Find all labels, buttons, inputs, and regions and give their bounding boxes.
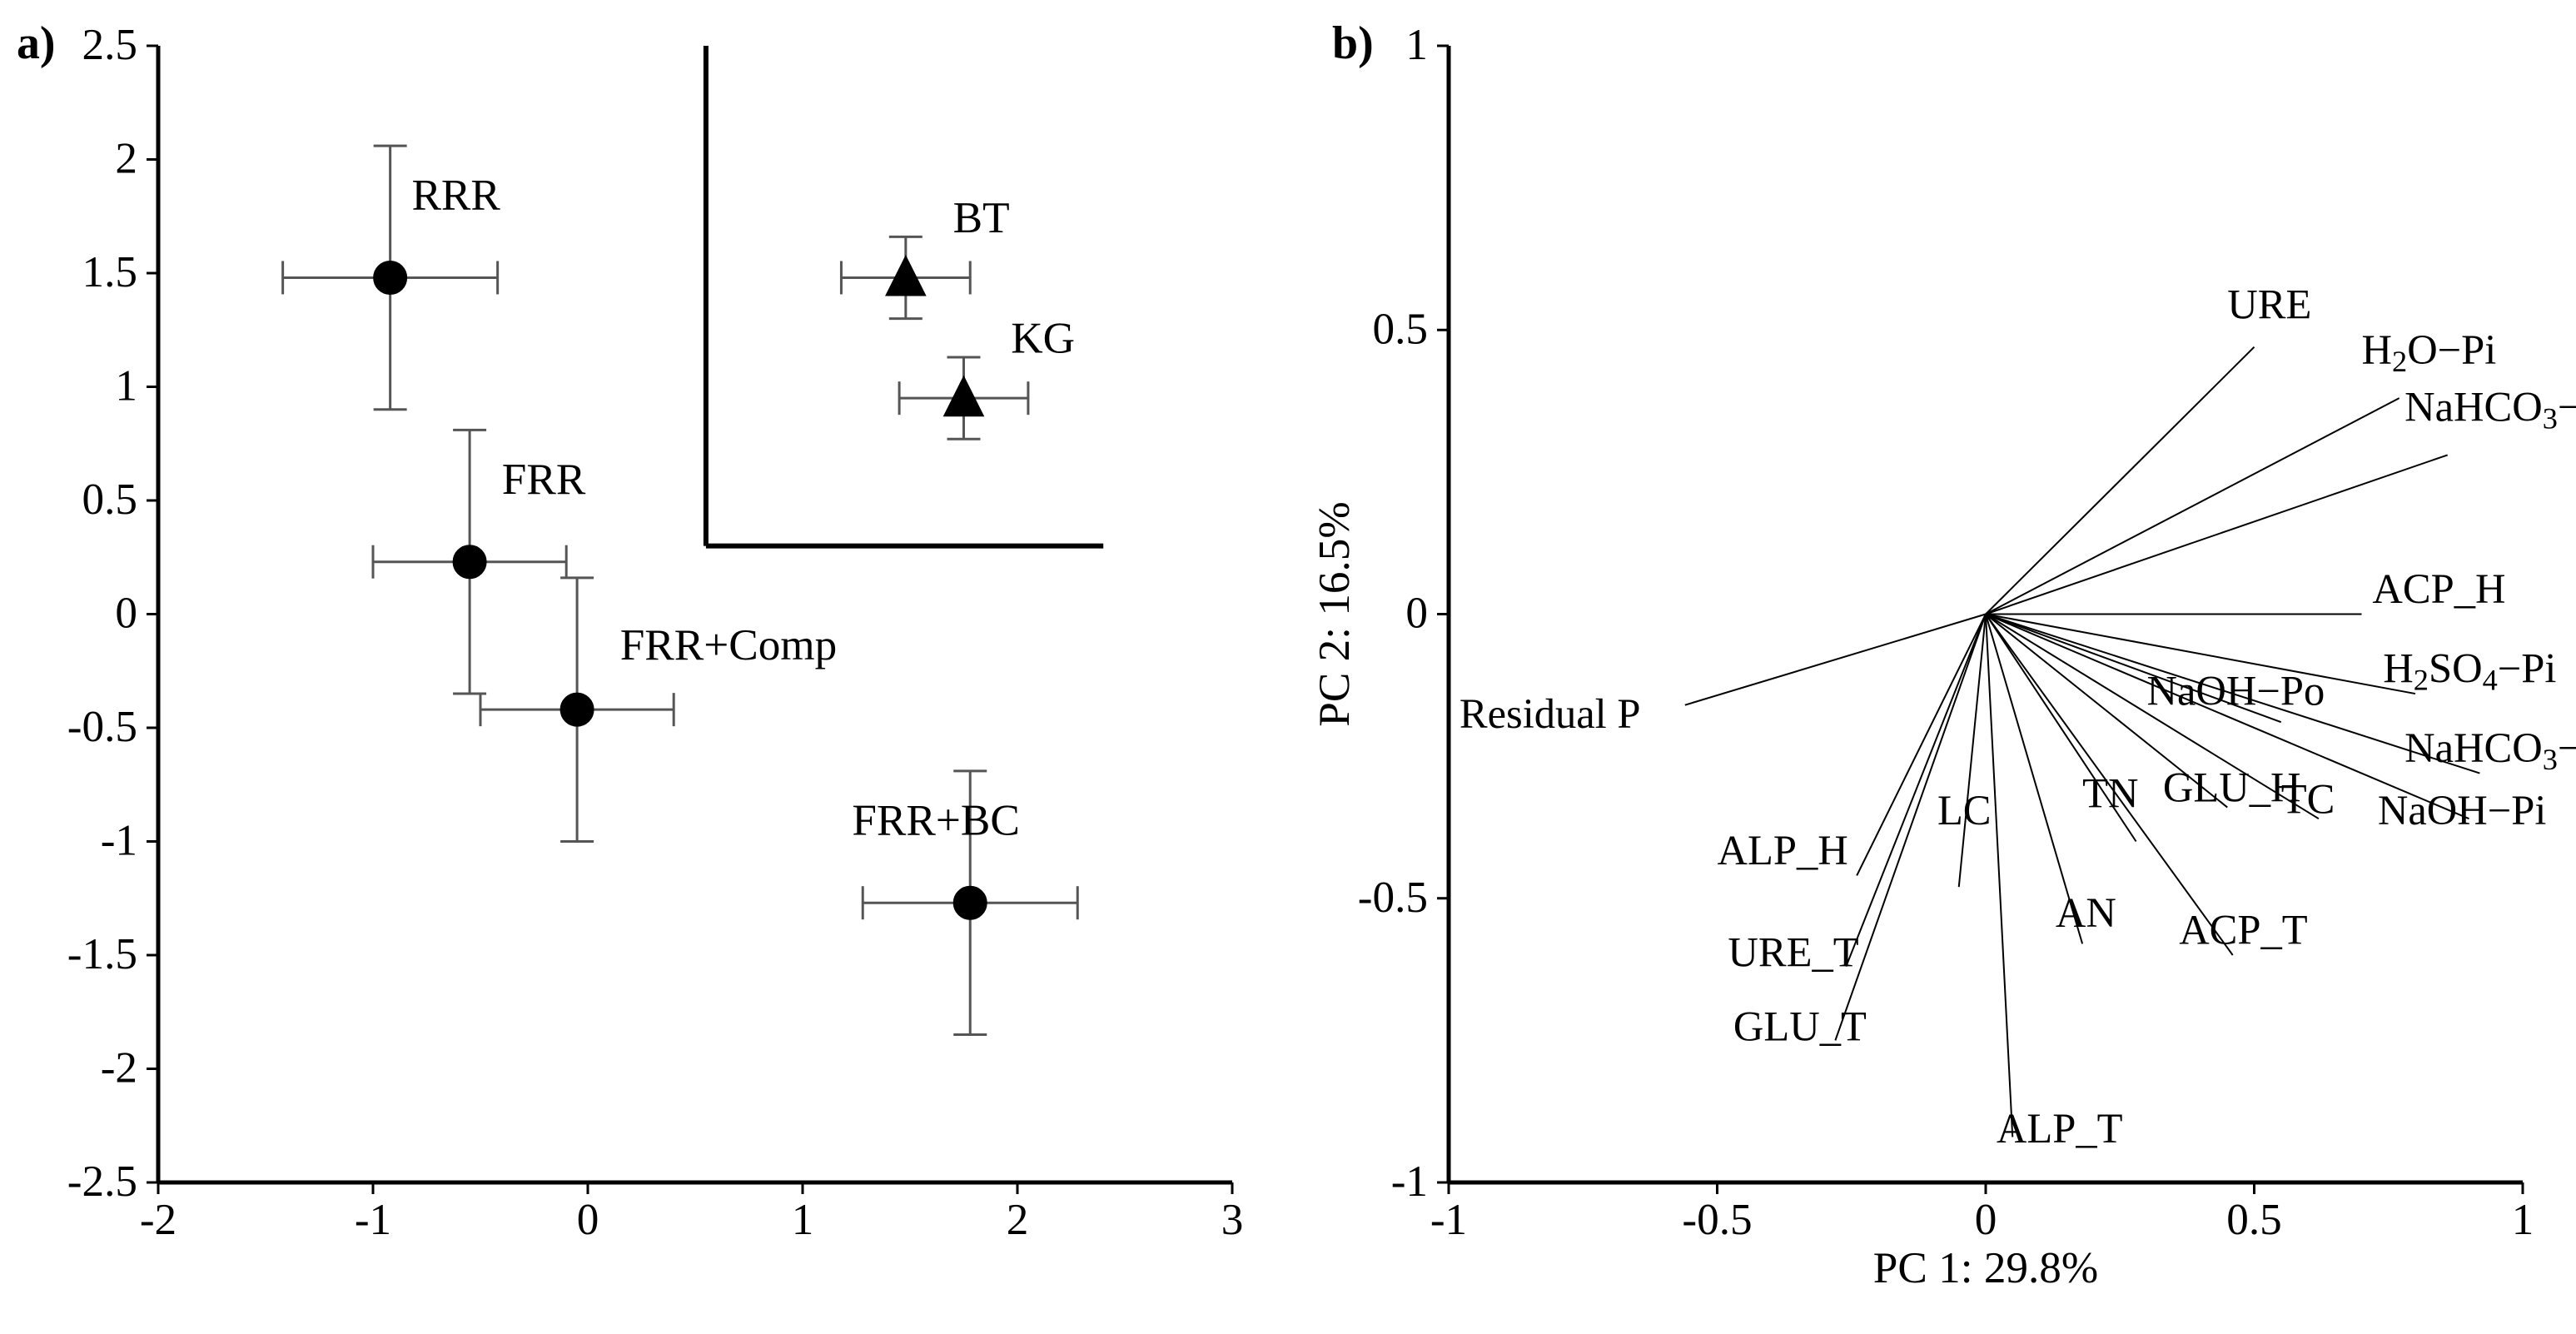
- panel-a-ytick-label: -2.5: [67, 1157, 137, 1206]
- pca-vector: [1857, 615, 1986, 876]
- pca-vector-label: URE_T: [1728, 929, 1858, 976]
- pca-vector-label: ACP_H: [2372, 565, 2505, 612]
- panel-a-ytick-label: 2.5: [82, 20, 137, 69]
- pca-vector-label: H2O−Pi: [2362, 326, 2497, 378]
- panel-b-ytick-label: 0: [1405, 589, 1428, 638]
- data-point-circle: [374, 261, 407, 294]
- data-point-label: FRR+BC: [852, 795, 1019, 844]
- pca-vector-label: LC: [1937, 787, 1992, 834]
- panel-b-xtick-label: 0.5: [2226, 1195, 2281, 1244]
- panel-a-ytick-label: -1: [101, 816, 137, 865]
- pca-vector: [1959, 615, 1986, 888]
- panel-b-ytick-label: -1: [1391, 1157, 1428, 1206]
- data-point-circle: [953, 886, 987, 919]
- data-point-label: BT: [953, 193, 1010, 242]
- panel-a-xtick-label: 1: [792, 1195, 814, 1244]
- panel-a-ytick-label: 0.5: [82, 475, 137, 524]
- panel-a-xtick-label: 3: [1221, 1195, 1244, 1244]
- panel-b-label: b): [1332, 17, 1374, 69]
- pca-vector-label: AN: [2056, 889, 2116, 936]
- panel-b-ytick-label: 0.5: [1373, 304, 1428, 353]
- panel-b-xtick-label: 1: [2512, 1195, 2534, 1244]
- pca-vector-label: GLU_H: [2163, 764, 2301, 811]
- data-point-triangle: [886, 256, 926, 296]
- pca-vector-label: ALP_T: [1997, 1105, 2123, 1152]
- panel-a-ytick-label: 2: [115, 134, 137, 183]
- pca-vector-label: URE: [2227, 281, 2311, 328]
- panel-a-label: a): [17, 17, 56, 69]
- panel-b-xlabel: PC 1: 29.8%: [1873, 1243, 2098, 1292]
- pca-vector-label: H2SO4−Pi: [2383, 645, 2556, 696]
- panel-a-xtick-label: -2: [140, 1195, 177, 1244]
- panel-a-ytick-label: 1: [115, 361, 137, 411]
- pca-vector-label: NaHCO3−Pi: [2404, 724, 2576, 776]
- panel-a-xtick-label: 2: [1007, 1195, 1029, 1244]
- panel-b-xtick-label: -1: [1430, 1195, 1467, 1244]
- pca-vector-label: Residual P: [1460, 690, 1641, 737]
- pca-vector: [1986, 347, 2255, 615]
- panel-b-xtick-label: 0: [1975, 1195, 1997, 1244]
- panel-b-ytick-label: -0.5: [1358, 873, 1428, 922]
- panel-a-ytick-label: -1.5: [67, 929, 137, 978]
- panel-b: b) -1 -0.5 0 0.5 1 -1 -0.5 0 0.5 1 PC 1: 29.8% PC 2:…: [1310, 17, 2576, 1292]
- data-point-label: KG: [1011, 314, 1075, 363]
- panel-a-ytick-label: 0: [115, 589, 137, 638]
- panel-a: a)-2.5-2-1.5-1-0.500.511.522.5-2-10123RR…: [17, 17, 1243, 1244]
- panel-a-ytick-label: -2: [101, 1043, 137, 1093]
- pca-vector-label: GLU_T: [1733, 1003, 1867, 1049]
- panel-b-ytick-label: 1: [1405, 20, 1428, 69]
- pca-vector-label: ACP_T: [2179, 906, 2308, 953]
- panel-a-ytick-label: 1.5: [82, 247, 137, 296]
- data-point-label: RRR: [411, 171, 500, 220]
- panel-a-xtick-label: 0: [577, 1195, 599, 1244]
- pca-vector-label: NaHCO3−Po: [2404, 383, 2576, 435]
- pca-vector-label: ALP_H: [1718, 827, 1848, 874]
- panel-a-ytick-label: -0.5: [67, 702, 137, 751]
- pca-vector: [1986, 398, 2399, 614]
- figure-root: a)-2.5-2-1.5-1-0.500.511.522.5-2-10123RR…: [0, 0, 2576, 1334]
- data-point-circle: [453, 545, 486, 579]
- data-point-label: FRR+Comp: [620, 620, 838, 669]
- figure-svg: a)-2.5-2-1.5-1-0.500.511.522.5-2-10123RR…: [0, 0, 2576, 1334]
- panel-a-xtick-label: -1: [355, 1195, 391, 1244]
- data-point-triangle: [944, 376, 984, 416]
- pca-vector-label: NaOH−Pi: [2378, 787, 2547, 834]
- data-point-circle: [560, 693, 594, 726]
- panel-b-xtick-label: -0.5: [1682, 1195, 1752, 1244]
- pca-vector-label: TN: [2082, 770, 2138, 817]
- data-point-label: FRR: [502, 455, 586, 504]
- pca-vector: [1685, 615, 1986, 705]
- panel-b-ylabel: PC 2: 16.5%: [1310, 501, 1359, 726]
